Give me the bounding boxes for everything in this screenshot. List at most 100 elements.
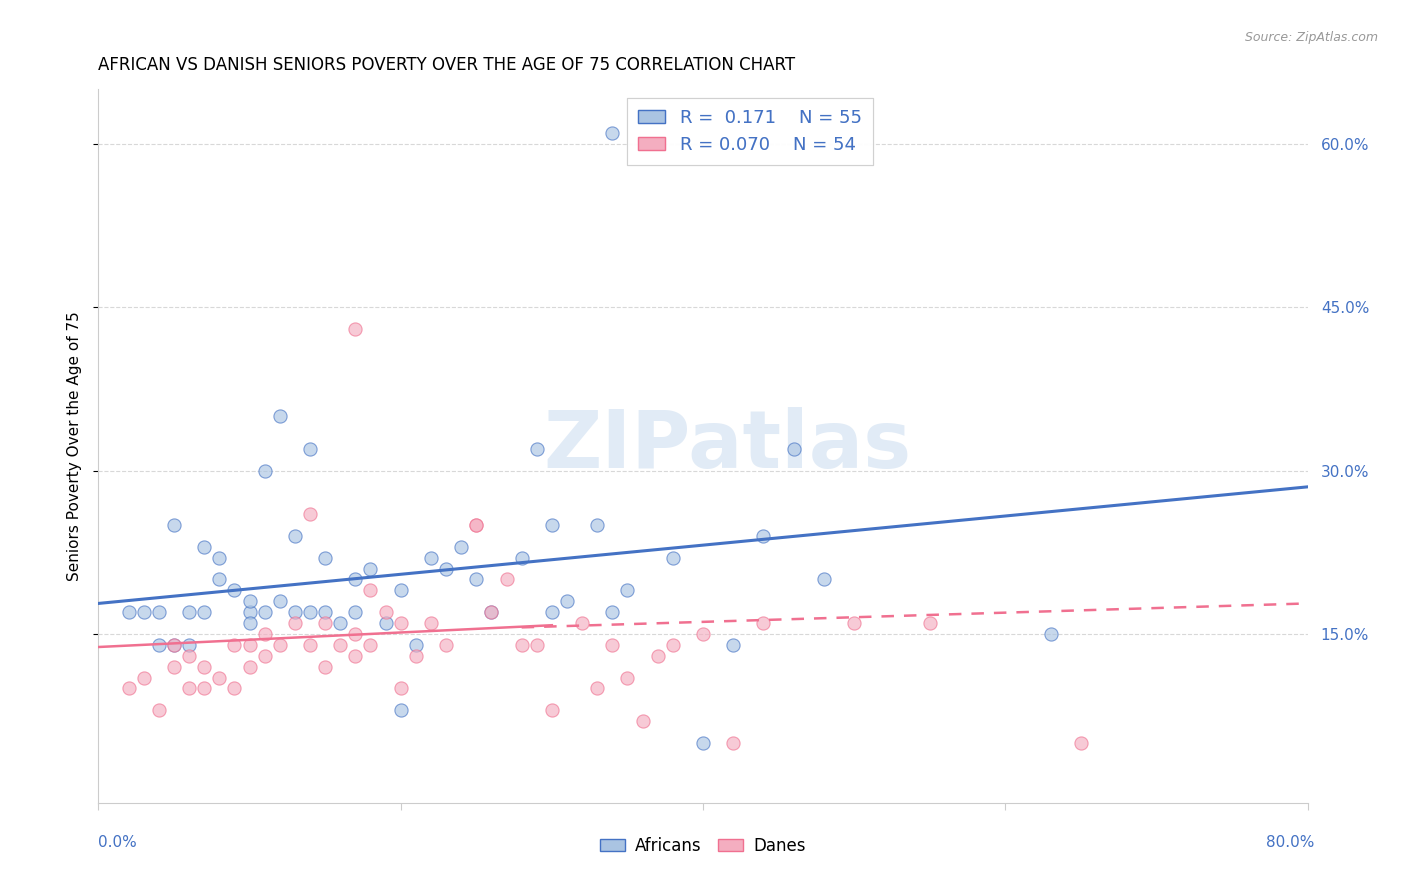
- Point: [118, 605, 141, 619]
- Point: [314, 615, 336, 630]
- Point: [132, 671, 155, 685]
- Point: [813, 573, 835, 587]
- Point: [163, 638, 186, 652]
- Point: [193, 681, 215, 696]
- Point: [465, 518, 488, 533]
- Point: [405, 648, 427, 663]
- Point: [389, 615, 412, 630]
- Point: [284, 605, 307, 619]
- Point: [253, 627, 276, 641]
- Text: 0.0%: 0.0%: [98, 836, 138, 850]
- Point: [179, 605, 201, 619]
- Point: [481, 605, 503, 619]
- Point: [526, 638, 548, 652]
- Text: ZIPatlas: ZIPatlas: [543, 407, 911, 485]
- Point: [239, 659, 262, 673]
- Point: [269, 594, 291, 608]
- Point: [662, 550, 685, 565]
- Point: [299, 605, 322, 619]
- Point: [163, 638, 186, 652]
- Text: Source: ZipAtlas.com: Source: ZipAtlas.com: [1244, 31, 1378, 45]
- Point: [148, 605, 170, 619]
- Point: [723, 638, 745, 652]
- Point: [253, 648, 276, 663]
- Point: [224, 638, 246, 652]
- Point: [224, 681, 246, 696]
- Point: [284, 529, 307, 543]
- Point: [344, 648, 367, 663]
- Point: [224, 583, 246, 598]
- Point: [389, 703, 412, 717]
- Point: [314, 605, 336, 619]
- Point: [1039, 627, 1062, 641]
- Point: [662, 638, 685, 652]
- Point: [465, 518, 488, 533]
- Point: [481, 605, 503, 619]
- Point: [208, 573, 231, 587]
- Point: [723, 736, 745, 750]
- Point: [918, 615, 941, 630]
- Point: [179, 681, 201, 696]
- Point: [239, 605, 262, 619]
- Point: [360, 638, 382, 652]
- Point: [163, 659, 186, 673]
- Point: [405, 638, 427, 652]
- Text: 80.0%: 80.0%: [1267, 836, 1315, 850]
- Point: [1070, 736, 1092, 750]
- Point: [239, 638, 262, 652]
- Point: [434, 638, 457, 652]
- Point: [193, 605, 215, 619]
- Point: [495, 573, 517, 587]
- Point: [179, 638, 201, 652]
- Point: [540, 605, 562, 619]
- Point: [420, 615, 443, 630]
- Point: [208, 671, 231, 685]
- Point: [586, 681, 609, 696]
- Point: [299, 442, 322, 456]
- Point: [752, 529, 775, 543]
- Text: AFRICAN VS DANISH SENIORS POVERTY OVER THE AGE OF 75 CORRELATION CHART: AFRICAN VS DANISH SENIORS POVERTY OVER T…: [98, 56, 796, 74]
- Point: [360, 583, 382, 598]
- Point: [374, 615, 396, 630]
- Point: [783, 442, 806, 456]
- Point: [208, 550, 231, 565]
- Point: [752, 615, 775, 630]
- Point: [148, 703, 170, 717]
- Y-axis label: Seniors Poverty Over the Age of 75: Seniors Poverty Over the Age of 75: [67, 311, 83, 581]
- Point: [269, 409, 291, 423]
- Point: [344, 605, 367, 619]
- Point: [193, 540, 215, 554]
- Point: [299, 507, 322, 521]
- Point: [299, 638, 322, 652]
- Point: [329, 638, 352, 652]
- Point: [692, 627, 714, 641]
- Point: [132, 605, 155, 619]
- Point: [450, 540, 472, 554]
- Point: [647, 648, 669, 663]
- Point: [540, 518, 562, 533]
- Point: [526, 442, 548, 456]
- Point: [389, 681, 412, 696]
- Point: [465, 573, 488, 587]
- Point: [253, 463, 276, 477]
- Point: [540, 703, 562, 717]
- Point: [586, 518, 609, 533]
- Point: [844, 615, 866, 630]
- Point: [193, 659, 215, 673]
- Point: [571, 615, 593, 630]
- Point: [389, 583, 412, 598]
- Point: [239, 615, 262, 630]
- Point: [148, 638, 170, 652]
- Point: [344, 627, 367, 641]
- Point: [616, 583, 638, 598]
- Point: [555, 594, 578, 608]
- Point: [239, 594, 262, 608]
- Legend: R =  0.171    N = 55, R = 0.070    N = 54: R = 0.171 N = 55, R = 0.070 N = 54: [627, 98, 873, 165]
- Point: [360, 561, 382, 575]
- Point: [602, 605, 624, 619]
- Point: [420, 550, 443, 565]
- Point: [118, 681, 141, 696]
- Point: [616, 671, 638, 685]
- Point: [344, 573, 367, 587]
- Point: [510, 638, 533, 652]
